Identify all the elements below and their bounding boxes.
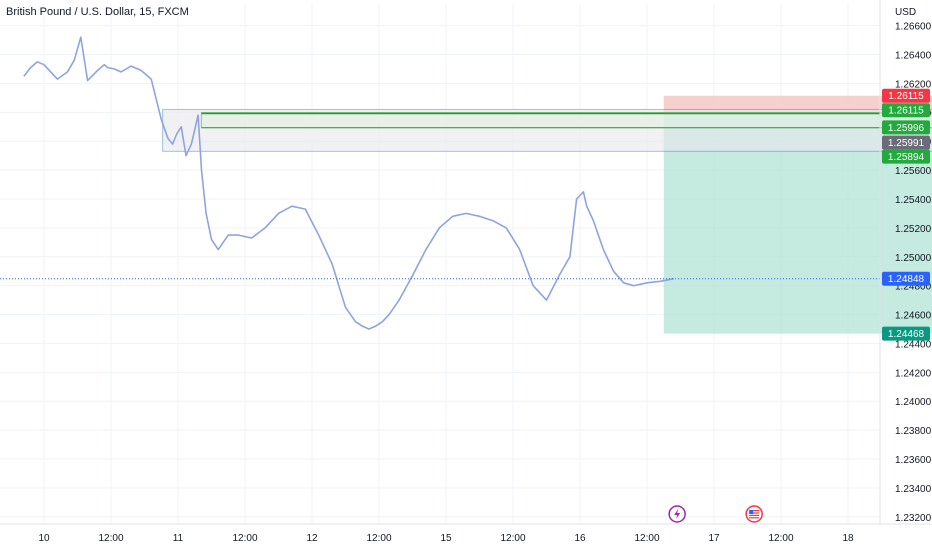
y-tick-label: 1.24600 <box>895 311 932 322</box>
x-tick-label: 15 <box>440 533 452 544</box>
range-box <box>200 112 932 129</box>
y-tick-label: 1.26400 <box>895 51 932 62</box>
y-tick-label: 1.24800 <box>895 282 932 293</box>
price-series-line <box>23 36 674 330</box>
price-tag <box>882 149 930 164</box>
us-flag-stripe <box>749 510 760 512</box>
y-tick-label: 1.25200 <box>895 224 932 235</box>
us-flag-icon <box>745 505 763 523</box>
x-tick-label: 11 <box>173 533 184 544</box>
y-tick-label: 1.23200 <box>895 513 932 524</box>
x-tick-label: 17 <box>708 533 720 544</box>
price-tag-label: 1.25991 <box>888 138 925 149</box>
price-tag-label: 1.24848 <box>888 274 925 285</box>
price-tag-label: 1.26115 <box>888 106 924 117</box>
x-tick-label: 18 <box>842 533 854 544</box>
price-tag-label: 1.25894 <box>888 152 925 163</box>
x-tick-label: 12:00 <box>768 533 793 544</box>
price-tag-label: 1.25996 <box>888 123 925 134</box>
price-tag <box>882 88 930 103</box>
price-tag <box>882 271 930 286</box>
price-tag <box>882 326 930 341</box>
y-tick-label: 1.23800 <box>895 426 932 437</box>
x-tick-label: 12:00 <box>634 533 659 544</box>
symbol-title: British Pound / U.S. Dollar, 15, FXCM <box>6 6 189 18</box>
us-flag-stripe <box>749 514 760 516</box>
y-tick-label: 1.24200 <box>895 368 932 379</box>
us-flag-stripe <box>749 517 760 519</box>
currency-label: USD <box>895 7 916 18</box>
y-tick-label: 1.24400 <box>895 339 932 350</box>
y-tick-label: 1.26200 <box>895 79 932 90</box>
y-tick-label: 1.25600 <box>895 166 932 177</box>
price-tag-label: 1.24468 <box>888 329 925 340</box>
y-tick-label: 1.23400 <box>895 484 932 495</box>
y-tick-label: 1.25400 <box>895 195 932 206</box>
y-tick-label: 1.26600 <box>895 22 932 33</box>
price-tag <box>882 103 930 118</box>
price-tag <box>882 120 930 135</box>
y-tick-label: 1.23600 <box>895 455 932 466</box>
x-tick-label: 12:00 <box>98 533 123 544</box>
x-tick-label: 12:00 <box>232 533 257 544</box>
us-flag-stripe <box>749 512 760 514</box>
x-tick-label: 12:00 <box>500 533 525 544</box>
lightning-glyph <box>674 509 681 519</box>
x-tick-label: 12 <box>306 533 318 544</box>
x-tick-label: 10 <box>38 533 50 544</box>
x-tick-label: 16 <box>574 533 586 544</box>
y-tick-label: 1.24000 <box>895 397 932 408</box>
y-tick-label: 1.25000 <box>895 253 932 264</box>
price-tag-label: 1.26115 <box>888 91 924 102</box>
x-tick-label: 12:00 <box>366 533 391 544</box>
us-flag-canton <box>749 510 754 514</box>
price-tag <box>882 135 930 150</box>
